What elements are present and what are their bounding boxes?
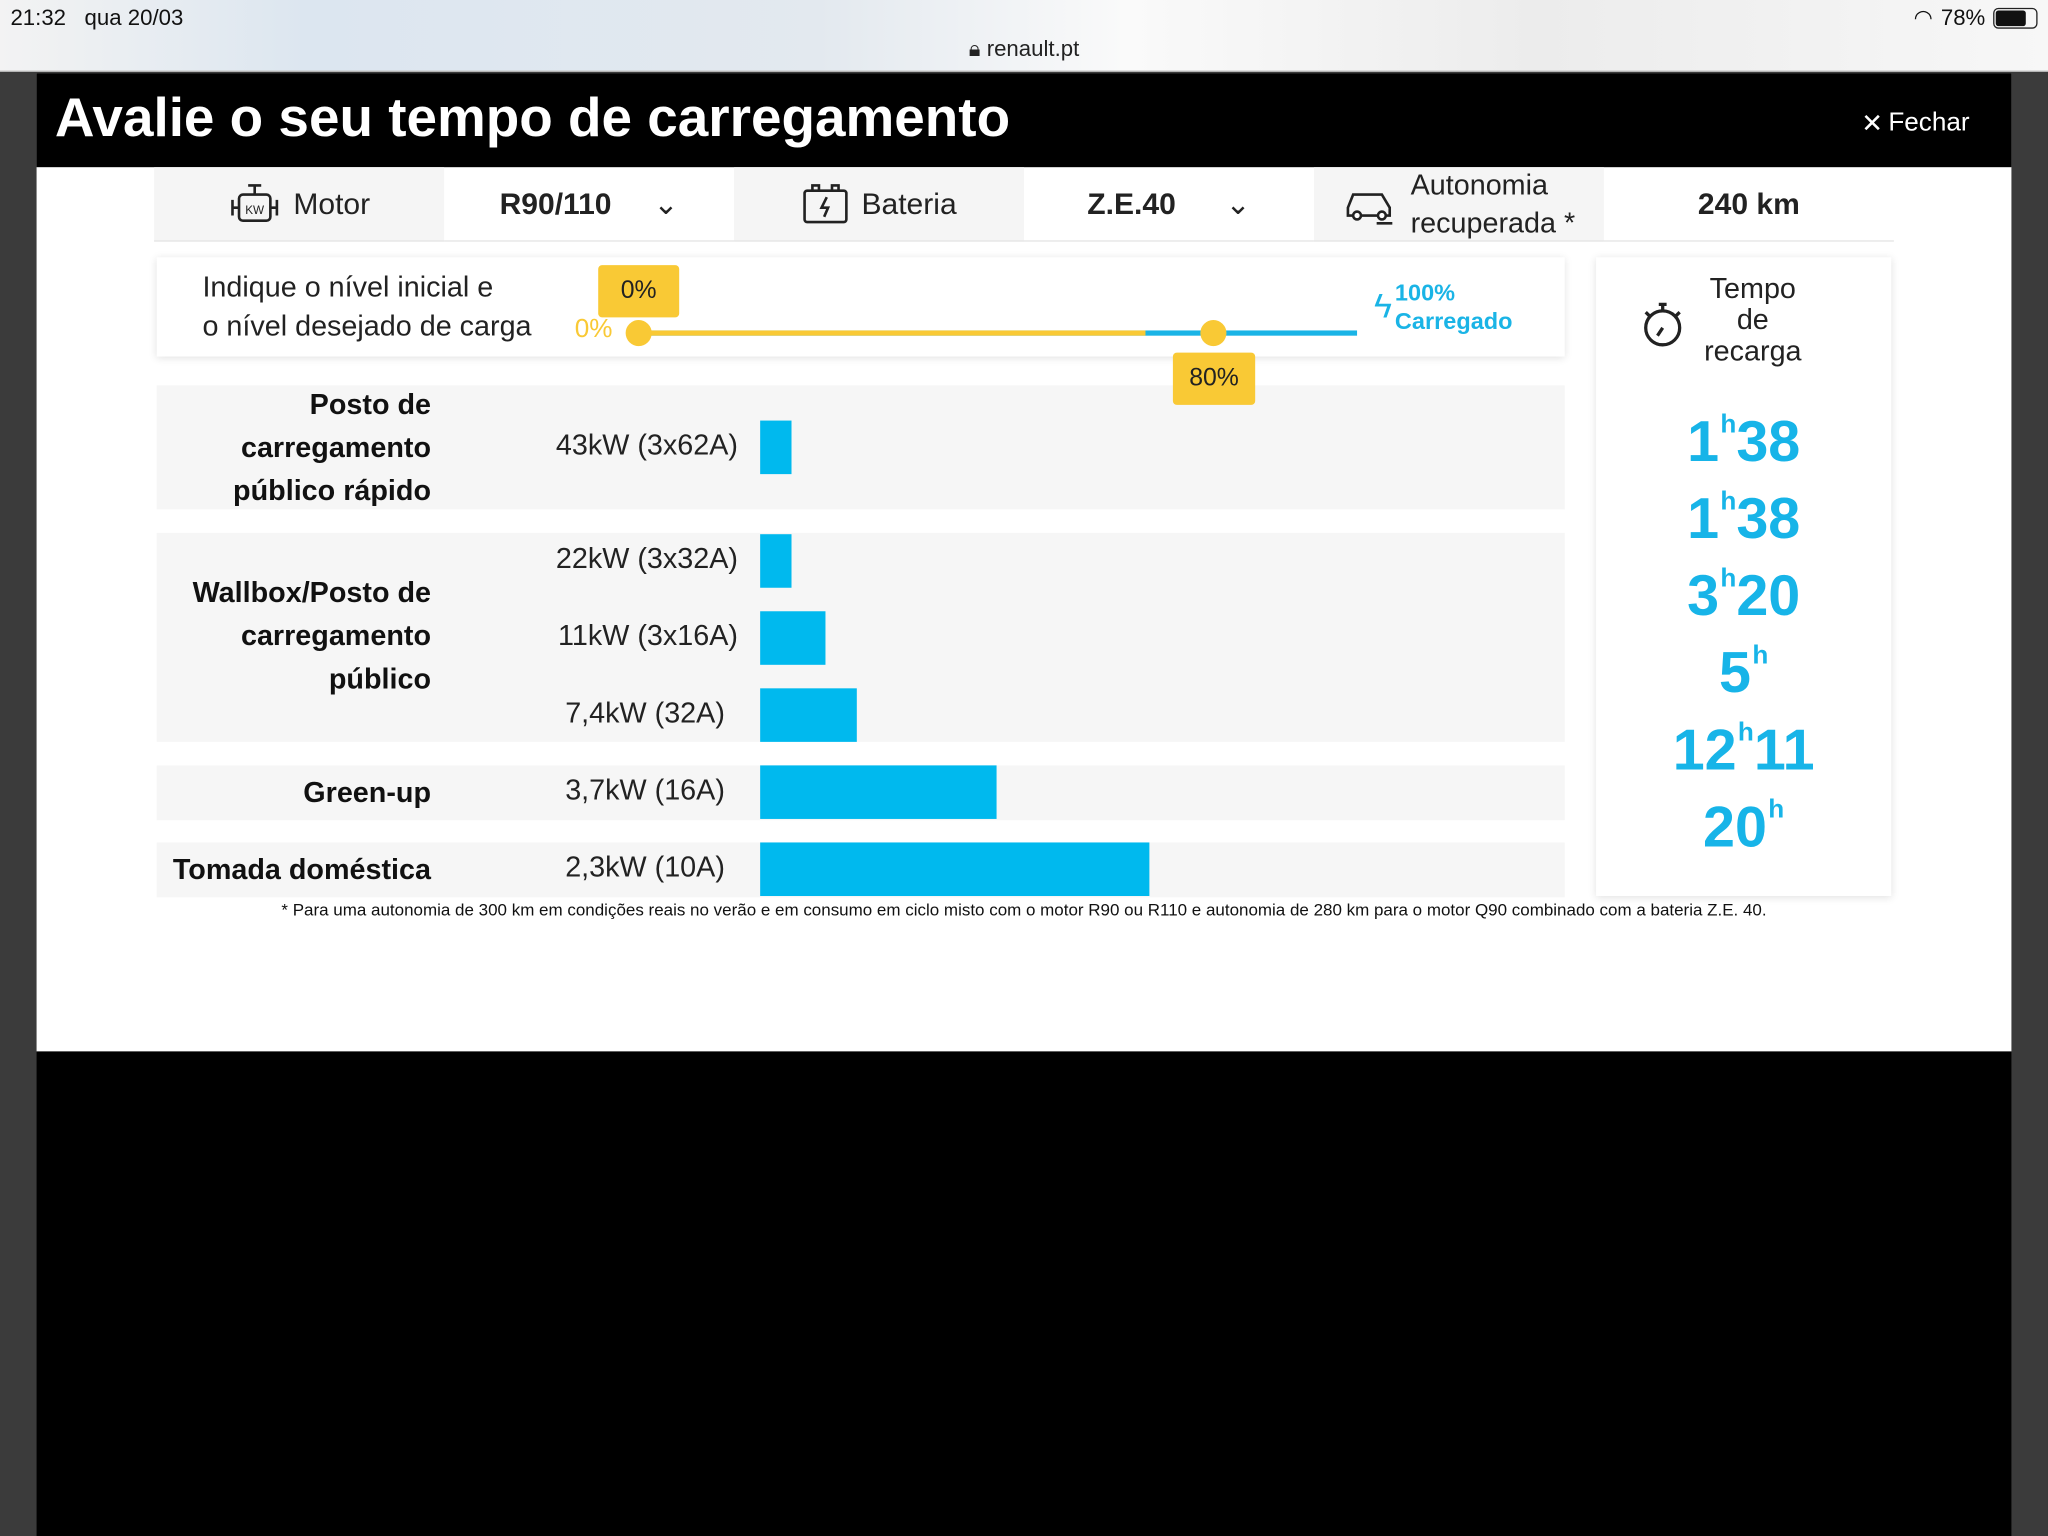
motor-label: KW Motor	[154, 167, 445, 242]
lightning-icon: ϟ	[1374, 286, 1393, 326]
recharge-time-panel: Tempo de recarga	[1596, 257, 1892, 896]
url-bar[interactable]: 🔒︎ renault.pt	[968, 36, 1080, 62]
start-value-badge: 0%	[598, 265, 680, 318]
category-row-wallbox: Wallbox/Posto de carregamento público	[156, 532, 1565, 742]
start-handle[interactable]	[625, 319, 652, 347]
stopwatch-icon	[1644, 302, 1682, 347]
charge-time-bar	[760, 688, 857, 742]
charge-time-value: 3h20	[1687, 564, 1801, 629]
battery-label: Bateria	[734, 167, 1024, 242]
page-background	[36, 1051, 2012, 1536]
status-bar: 21:32 qua 20/03 🔒︎ renault.pt ◠ 78%	[0, 0, 2048, 72]
charge-time-bar	[760, 420, 792, 475]
charge-time-value: 20h	[1703, 795, 1785, 860]
charger-power-label: 43kW (3x62A)	[555, 428, 738, 462]
charger-power-label: 7,4kW (32A)	[565, 696, 725, 729]
lock-icon: 🔒︎	[968, 36, 981, 62]
end-handle[interactable]	[1200, 319, 1227, 347]
range-label: Autonomia recuperada *	[1313, 167, 1604, 242]
charge-time-value: 12h11	[1672, 718, 1815, 783]
battery-select[interactable]: Z.E.40 ⌄	[1023, 167, 1314, 242]
charge-time-bar	[760, 611, 826, 665]
category-label: Tomada doméstica	[172, 852, 432, 886]
modal-header: Avalie o seu tempo de carregamento ✕ Fech…	[36, 73, 2012, 168]
footnote: * Para uma autonomia de 300 km em condiç…	[281, 899, 1767, 920]
status-indicators: ◠ 78%	[1914, 5, 2038, 31]
close-button[interactable]: ✕ Fechar	[1861, 108, 1970, 139]
engine-icon: KW	[230, 184, 278, 223]
charging-modal: Avalie o seu tempo de carregamento ✕ Fech…	[36, 73, 2012, 1052]
wifi-icon: ◠	[1913, 5, 1934, 31]
chevron-down-icon: ⌄	[653, 186, 679, 221]
charge-time-bar	[760, 534, 792, 588]
car-range-icon	[1346, 193, 1393, 225]
slider-fill	[638, 330, 1146, 336]
close-icon: ✕	[1861, 109, 1884, 139]
chevron-down-icon: ⌄	[1225, 186, 1251, 221]
charger-power-label: 3,7kW (16A)	[565, 773, 725, 806]
category-label: Wallbox/Posto de carregamento público	[192, 575, 432, 695]
range-value: 240 km	[1603, 167, 1894, 242]
charge-time-bar	[760, 765, 997, 819]
charge-time-bar	[760, 842, 1150, 896]
svg-text:KW: KW	[245, 204, 265, 217]
page-title: Avalie o seu tempo de carregamento	[54, 86, 1011, 148]
battery-icon	[802, 184, 848, 224]
category-label: Green-up	[303, 775, 432, 809]
charger-power-label: 22kW (3x32A)	[555, 542, 738, 575]
battery-icon	[1993, 7, 2038, 29]
charge-time-value: 1h38	[1687, 487, 1801, 552]
recharge-time-heading: Tempo de recarga	[1704, 271, 1802, 368]
battery-percent: 78%	[1940, 5, 1986, 31]
category-label: Posto de carregamento público rápido	[233, 387, 432, 507]
charge-time-value: 1h38	[1687, 410, 1801, 475]
full-charge-label: 100% Carregado	[1394, 279, 1513, 335]
charger-power-label: 11kW (3x16A)	[558, 619, 738, 652]
start-label: 0%	[574, 314, 613, 344]
charger-power-label: 2,3kW (10A)	[565, 850, 725, 883]
status-time: 21:32 qua 20/03	[10, 5, 184, 31]
motor-select[interactable]: R90/110 ⌄	[444, 167, 735, 242]
category-row-fast-public: Posto de carregamento público rápido	[156, 385, 1565, 510]
end-value-badge: 80%	[1172, 352, 1256, 405]
charge-time-value: 5h	[1719, 641, 1769, 706]
